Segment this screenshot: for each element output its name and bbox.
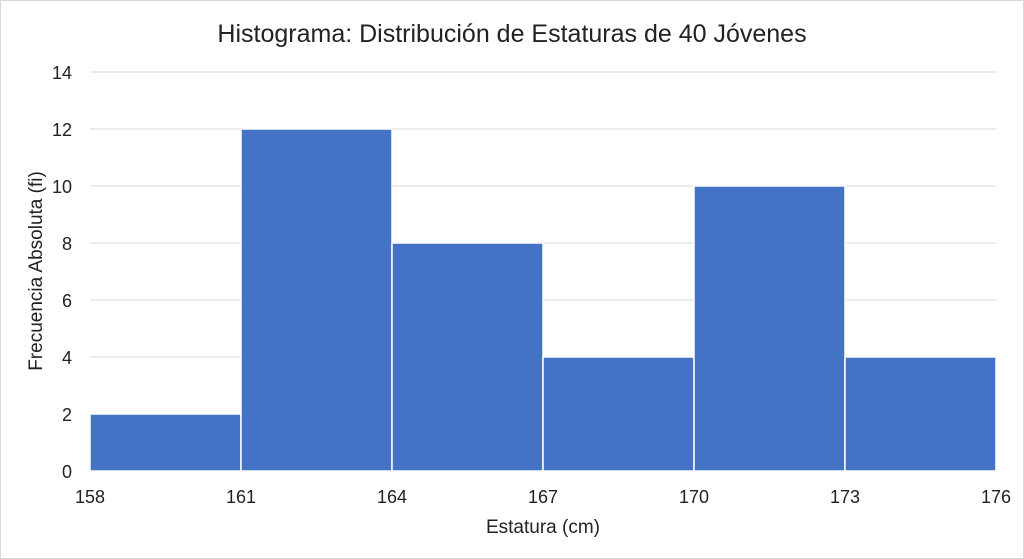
x-tick-label: 170 (679, 487, 709, 507)
y-tick-label: 8 (62, 234, 72, 254)
x-axis-label: Estatura (cm) (486, 517, 600, 538)
y-tick-label: 6 (62, 291, 72, 311)
histogram-bar (844, 356, 997, 472)
histogram-bar (240, 128, 393, 472)
y-tick-label: 10 (52, 177, 72, 197)
histogram-bar (542, 356, 695, 472)
y-tick-label: 4 (62, 348, 72, 368)
x-tick-label: 161 (226, 487, 256, 507)
x-tick-label: 176 (981, 487, 1011, 507)
x-tick-label: 173 (830, 487, 860, 507)
histogram-bar (391, 242, 544, 472)
y-tick-label: 12 (52, 120, 72, 140)
chart-title: Histograma: Distribución de Estaturas de… (217, 20, 806, 48)
y-tick-label: 2 (62, 405, 72, 425)
y-axis-label: Frecuencia Absoluta (fi) (26, 171, 47, 371)
x-tick-label: 158 (75, 487, 105, 507)
y-tick-label: 0 (62, 462, 72, 482)
y-tick-label: 14 (52, 63, 72, 83)
x-tick-label: 167 (528, 487, 558, 507)
histogram-bar (693, 185, 846, 472)
histogram-bar (89, 413, 242, 472)
x-tick-label: 164 (377, 487, 407, 507)
